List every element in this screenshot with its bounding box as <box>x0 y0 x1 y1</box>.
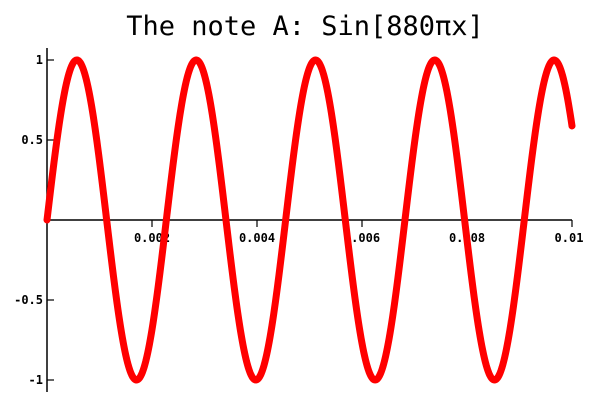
y-tick-label: 0.5 <box>21 133 43 147</box>
y-tick-label: 1 <box>36 53 43 67</box>
x-tick-label: 0.01 <box>555 231 584 245</box>
y-ticks: 1 0.5 -0.5 -1 <box>14 53 54 387</box>
y-tick-label: -0.5 <box>14 293 43 307</box>
x-tick-label: 0.006 <box>344 231 380 245</box>
x-tick-label: 0.004 <box>239 231 275 245</box>
y-tick-label: -1 <box>29 373 43 387</box>
x-ticks: 0.002 0.004 0.006 0.008 0.01 <box>134 220 584 245</box>
series-line <box>43 56 576 384</box>
chart-title: The note A: Sin[880πx] <box>126 11 484 42</box>
